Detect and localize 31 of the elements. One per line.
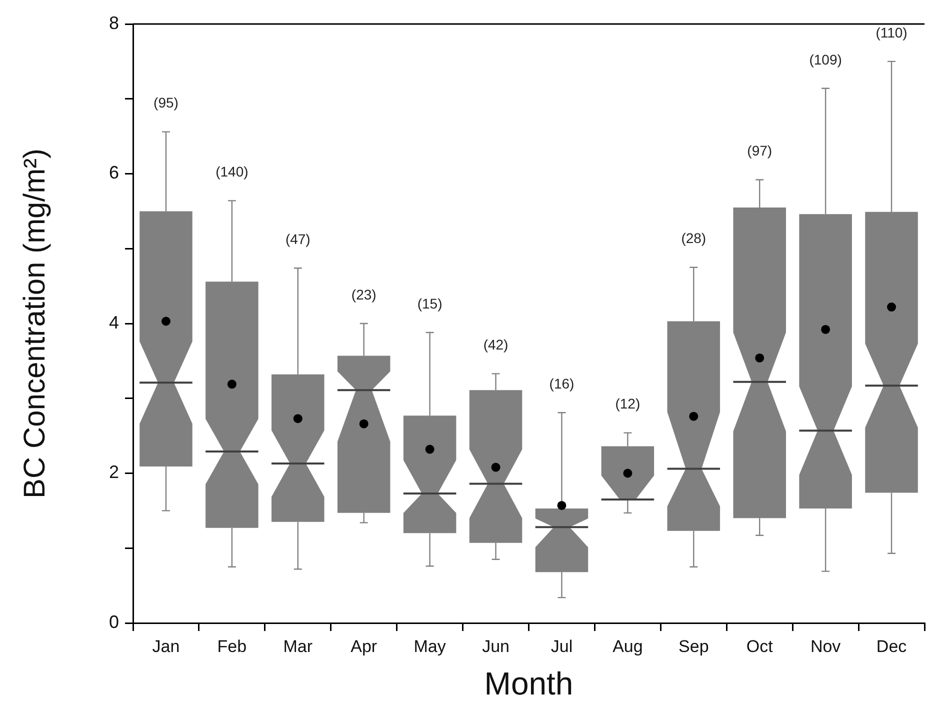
x-tick-label: Nov	[810, 636, 842, 656]
annotation: (28)	[681, 230, 706, 246]
annotation: (110)	[876, 24, 908, 40]
y-tick-label: 0	[108, 612, 119, 632]
annotation: (47)	[285, 230, 310, 247]
x-tick-label: Apr	[350, 636, 378, 656]
y-axis-title: BC Concentration (mg/m²)	[18, 148, 52, 499]
annotation: (95)	[154, 94, 178, 111]
annotation: (12)	[615, 396, 640, 412]
annotation: (15)	[417, 295, 442, 312]
x-tick-label: Sep	[678, 636, 709, 656]
annotation: (16)	[549, 375, 574, 392]
x-tick-label: Mar	[283, 636, 313, 656]
annotation: (140)	[216, 164, 248, 180]
y-tick-label: 6	[108, 162, 119, 183]
x-tick-label: Jun	[482, 636, 510, 656]
x-tick-label: Aug	[612, 636, 643, 656]
x-axis-title: Month	[484, 666, 574, 702]
annotation: (97)	[747, 142, 772, 159]
x-tick-label: May	[414, 636, 446, 656]
y-tick-label: 2	[108, 462, 119, 482]
x-tick-label: Jan	[152, 636, 180, 656]
x-tick-label: Jul	[550, 636, 573, 656]
annotation: (109)	[809, 51, 842, 68]
annotation: (42)	[483, 336, 508, 353]
annotation: (23)	[351, 286, 376, 302]
x-tick-label: Feb	[217, 636, 247, 656]
y-tick-label: 8	[108, 12, 119, 33]
y-tick-label: 4	[108, 312, 119, 332]
x-tick-label: Oct	[746, 636, 774, 656]
x-tick-label: Dec	[876, 636, 908, 656]
